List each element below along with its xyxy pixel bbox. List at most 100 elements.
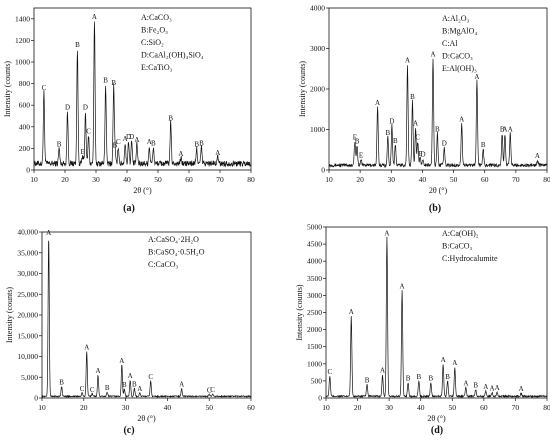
x-tick-label: 30	[388, 175, 396, 184]
y-tick-label: 0	[34, 394, 38, 403]
panel-caption: (b)	[429, 203, 441, 214]
peak-label: A	[95, 367, 100, 375]
peak-label: A	[147, 138, 152, 146]
diffraction-trace	[325, 236, 548, 399]
y-tick-label: 40,000	[17, 228, 38, 237]
peak-label: A	[128, 372, 133, 380]
diffraction-trace	[328, 58, 548, 169]
legend-entry: C:Hydrocalumite	[442, 254, 498, 263]
peak-label: A	[380, 367, 385, 375]
x-tick-label: 50	[450, 175, 458, 184]
peak-label: A	[535, 152, 540, 160]
peak-label: A	[463, 380, 468, 388]
xrd-panel-d: 10 20 30 40 50 60 70 80 0 500 1000 1500 2000 2500 3000…	[295, 223, 550, 437]
peak-label: A	[179, 380, 184, 388]
y-tick-label: 35,000	[17, 248, 38, 257]
peak-label: C	[148, 373, 153, 381]
peak-label: E	[81, 148, 85, 156]
peak-label: B	[393, 137, 398, 145]
x-tick-label: 60	[247, 403, 255, 412]
x-tick-label: 50	[154, 175, 162, 184]
peak-label: E	[418, 150, 422, 158]
peak-label: A	[384, 229, 389, 237]
y-tick-label: 3500	[307, 274, 322, 283]
plot-frame	[33, 7, 252, 171]
peak-label: A	[459, 115, 464, 123]
peak-label: A	[215, 149, 220, 157]
y-axis-label: Intensity (counts)	[295, 284, 304, 341]
legend-entry: D:CaAl₂(OH)₄SiO₄	[141, 51, 204, 60]
x-tick-label: 20	[80, 403, 88, 412]
x-tick-label: 20	[354, 403, 362, 412]
y-tick-label: 5,000	[21, 373, 38, 382]
peak-label: B	[355, 138, 360, 146]
x-tick-label: 10	[30, 175, 38, 184]
x-tick-label: 10	[325, 175, 333, 184]
x-tick-label: 40	[123, 175, 131, 184]
peak-label: B	[168, 114, 173, 122]
x-axis-label: 2θ (°)	[427, 414, 446, 423]
peak-label: B	[410, 93, 415, 101]
peak-label: C	[207, 386, 212, 394]
peak-label: A	[519, 385, 524, 393]
x-tick-label: 70	[512, 175, 520, 184]
y-tick-label: 1200	[15, 36, 30, 45]
x-tick-label: 10	[38, 403, 46, 412]
diffraction-trace	[33, 21, 252, 168]
x-tick-label: 40	[164, 403, 172, 412]
peak-label: A	[495, 384, 500, 392]
peak-label: A	[441, 356, 446, 364]
y-axis-label: Intensity (counts)	[5, 287, 14, 344]
y-tick-label: 2000	[310, 85, 325, 94]
legend-entry: B:CaCO₃	[442, 242, 473, 251]
y-tick-label: 20,000	[17, 311, 38, 320]
peak-label: A	[483, 383, 488, 391]
x-tick-label: 60	[185, 175, 193, 184]
y-tick-label: 25,000	[17, 290, 38, 299]
peak-label: D	[65, 104, 70, 112]
peak-label: B	[57, 140, 62, 148]
xrd-panel-a: 10 20 30 40 50 60 70 80020040060080010001200140…	[3, 7, 255, 214]
peak-label: B	[445, 373, 450, 381]
peak-label: B	[481, 141, 486, 149]
peak-label: D	[421, 151, 426, 159]
peak-label: A	[430, 51, 435, 59]
peak-label: A	[134, 136, 139, 144]
plot-frame	[41, 231, 252, 399]
legend-entry: C:CaCO₃	[148, 260, 179, 269]
peak-label: D	[126, 133, 131, 141]
x-tick-label: 20	[61, 175, 69, 184]
peak-label: B	[416, 373, 421, 381]
x-axis-label: 2θ (°)	[137, 414, 156, 423]
x-tick-label: 10	[322, 403, 330, 412]
peak-label: A	[413, 119, 418, 127]
peak-label: A	[119, 357, 124, 365]
x-tick-label: 80	[247, 175, 255, 184]
peak-label: A	[84, 344, 89, 352]
x-tick-label: 40	[417, 403, 425, 412]
xrd-panel-b: 10 20 30 40 50 60 70 80 0 1000 2000 3000 4000 2θ (°) I…	[298, 4, 550, 215]
peak-label: C	[415, 134, 420, 142]
peak-label: A	[400, 282, 405, 290]
peak-label: B	[365, 376, 370, 384]
peak-label: C	[80, 385, 85, 393]
legend-entry: D:CaCO₃	[442, 52, 473, 61]
peak-label: B	[113, 141, 118, 149]
peak-label: D	[442, 140, 447, 148]
y-tick-label: 1000	[310, 125, 325, 134]
peak-label: A	[474, 73, 479, 81]
x-tick-label: 40	[419, 175, 427, 184]
y-tick-label: 800	[19, 79, 31, 88]
x-tick-label: 50	[205, 403, 213, 412]
peak-label: A	[405, 57, 410, 65]
y-tick-label: 10,000	[17, 352, 38, 361]
x-tick-label: 60	[480, 403, 488, 412]
peak-label: C	[86, 127, 91, 135]
peak-label: A	[375, 99, 380, 107]
y-tick-label: 1500	[307, 342, 322, 351]
y-tick-label: 2500	[307, 308, 322, 317]
peak-label: E	[353, 134, 357, 142]
peak-label: C	[90, 386, 95, 394]
peak-label: B	[500, 126, 505, 134]
x-tick-label: 70	[512, 403, 520, 412]
